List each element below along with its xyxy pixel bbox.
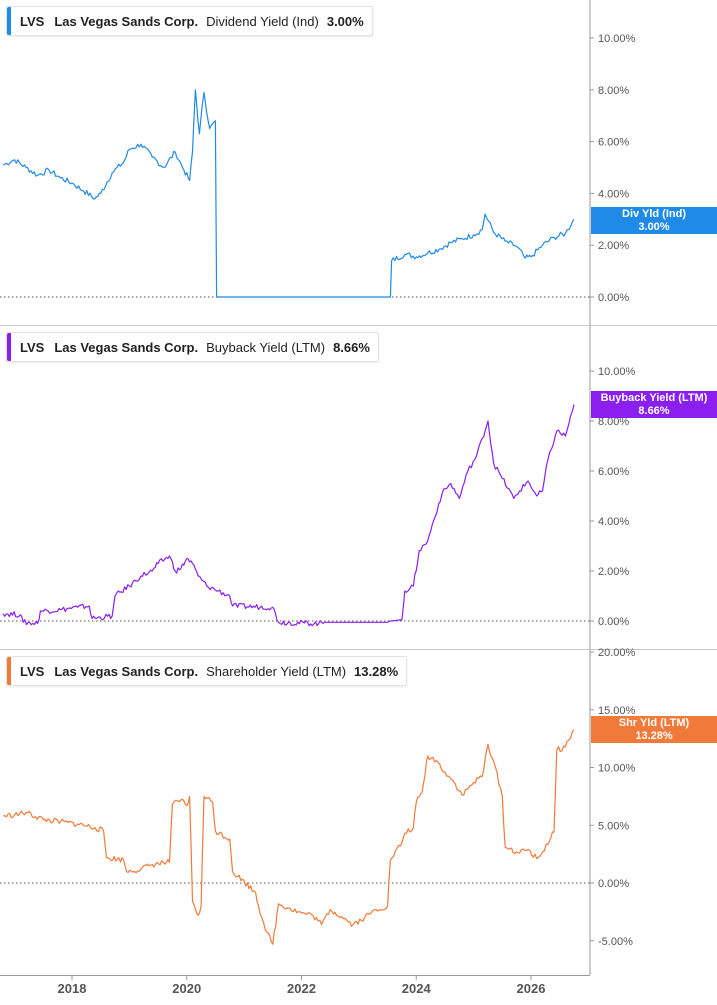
- legend-swatch: [7, 657, 11, 685]
- legend-metric: Shareholder Yield (LTM): [206, 663, 347, 679]
- series-line: [2, 404, 575, 627]
- y-tick-label: 4.00%: [598, 188, 629, 200]
- y-tick-label: 0.00%: [598, 292, 629, 304]
- tag-label: Buyback Yield (LTM): [600, 392, 708, 404]
- legend-metric: Dividend Yield (Ind): [206, 13, 319, 29]
- y-tick-label: 10.00%: [598, 763, 636, 775]
- legend-dividend-yield: LVS Las Vegas Sands Corp. Dividend Yield…: [6, 6, 373, 36]
- y-tick-label: 5.00%: [598, 820, 629, 832]
- x-tick-label: 2024: [402, 981, 432, 996]
- y-tick-label: 0.00%: [598, 616, 629, 628]
- legend-value: 3.00%: [326, 13, 364, 29]
- legend-company: Las Vegas Sands Corp.: [54, 663, 199, 679]
- last-value-tag-dividend: Div Yld (Ind) 3.00%: [591, 207, 717, 234]
- y-tick-label: 20.00%: [598, 647, 636, 659]
- legend-ticker: LVS: [20, 13, 45, 29]
- legend-swatch: [7, 7, 11, 35]
- x-tick-label: 2020: [172, 981, 201, 996]
- legend-metric: Buyback Yield (LTM): [206, 339, 326, 355]
- chart-frame: [0, 0, 717, 976]
- y-tick-label: 10.00%: [598, 33, 636, 45]
- x-tick-label: 2022: [287, 981, 316, 996]
- x-tick-label: 2018: [58, 981, 87, 996]
- tag-value: 13.28%: [635, 729, 673, 742]
- y-tick-label: 6.00%: [598, 466, 629, 478]
- legend-company: Las Vegas Sands Corp.: [54, 13, 199, 29]
- y-tick-label: 6.00%: [598, 137, 629, 149]
- y-tick-label: -5.00%: [598, 936, 633, 948]
- legend-ticker: LVS: [20, 663, 45, 679]
- legend-ticker: LVS: [20, 339, 45, 355]
- legend-buyback-yield: LVS Las Vegas Sands Corp. Buyback Yield …: [6, 332, 379, 362]
- y-tick-label: 0.00%: [598, 878, 629, 890]
- tag-label: Shr Yld (LTM): [618, 717, 690, 729]
- legend-shareholder-yield: LVS Las Vegas Sands Corp. Shareholder Yi…: [6, 656, 408, 686]
- plot-area: [0, 89, 590, 945]
- tag-label: Div Yld (Ind): [622, 208, 686, 220]
- last-value-tag-shareholder: Shr Yld (LTM) 13.28%: [591, 716, 717, 743]
- y-tick-label: 15.00%: [598, 705, 636, 717]
- tag-value: 3.00%: [638, 220, 670, 233]
- y-tick-label: 10.00%: [598, 366, 636, 378]
- tag-value: 8.66%: [638, 404, 670, 417]
- legend-value: 8.66%: [333, 339, 370, 355]
- y-tick-label: 8.00%: [598, 85, 629, 97]
- y-tick-label: 2.00%: [598, 566, 629, 578]
- series-line: [2, 729, 575, 945]
- x-tick-label: 2026: [517, 981, 546, 996]
- axes: 2018 2020 2022 2024 2026 10.00% 8.00% 6.00% 4.00…: [58, 33, 636, 996]
- legend-company: Las Vegas Sands Corp.: [54, 339, 199, 355]
- y-tick-label: 2.00%: [598, 240, 629, 252]
- series-line: [2, 89, 575, 298]
- last-value-tag-buyback: Buyback Yield (LTM) 8.66%: [591, 391, 717, 418]
- y-tick-label: 8.00%: [598, 416, 629, 428]
- legend-swatch: [7, 333, 11, 361]
- y-tick-label: 4.00%: [598, 516, 629, 528]
- legend-value: 13.28%: [354, 663, 399, 679]
